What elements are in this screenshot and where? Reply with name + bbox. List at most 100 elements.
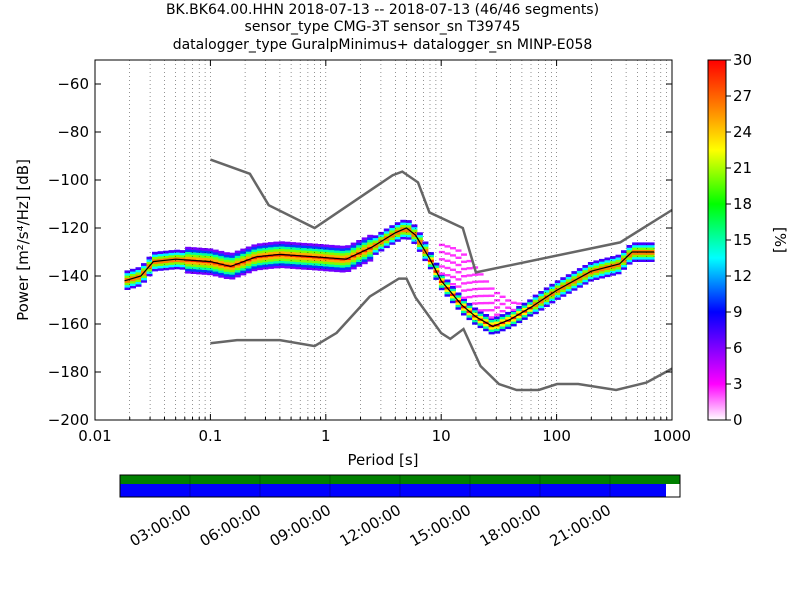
heatmap-cell (152, 263, 158, 267)
heatmap-cell (455, 306, 462, 310)
heatmap-cell (394, 236, 401, 240)
heatmap-cell (461, 275, 467, 278)
heatmap-cell (317, 258, 324, 262)
heatmap-cell (196, 257, 203, 260)
heatmap-cell (251, 261, 258, 264)
heatmap-cell (615, 259, 622, 263)
heatmap-cell (290, 251, 296, 255)
heatmap-cell (554, 285, 561, 288)
heatmap-cell (334, 262, 341, 265)
heatmap-cell (334, 266, 341, 270)
heatmap-cell (543, 292, 550, 295)
heatmap-cell (516, 310, 523, 314)
heatmap-cell (455, 263, 462, 267)
heatmap-cell (438, 250, 445, 254)
heatmap-cell (356, 242, 363, 246)
heatmap-cell (461, 303, 467, 306)
heatmap-cell (610, 270, 616, 274)
heatmap-cell (626, 247, 633, 251)
colorbar-tick-label: 27 (733, 87, 752, 105)
heatmap-cell (378, 236, 385, 240)
heatmap-cell (267, 256, 274, 260)
heatmap-cell (477, 322, 484, 326)
heatmap-cell (229, 271, 236, 275)
heatmap-cell (262, 252, 269, 256)
heatmap-cell (599, 266, 605, 269)
heatmap-cell (312, 253, 318, 256)
heatmap-cell (472, 309, 479, 313)
heatmap-cell (400, 229, 407, 233)
heatmap-cell (405, 222, 412, 226)
heatmap-cell (306, 264, 313, 268)
heatmap-cell (521, 317, 528, 320)
heatmap-cell (400, 231, 407, 235)
heatmap-cell (256, 250, 263, 254)
heatmap-cell (218, 255, 225, 259)
heatmap-cell (356, 254, 363, 258)
heatmap-cell (499, 302, 506, 306)
heatmap-cell (223, 261, 230, 265)
heatmap-cell (306, 267, 313, 270)
heatmap-cell (163, 250, 170, 254)
heatmap-cell (494, 318, 501, 322)
timeline-tick-label: 03:00:00 (127, 501, 194, 550)
heatmap-cell (356, 247, 363, 250)
heatmap-cell (483, 323, 490, 327)
heatmap-cell (576, 272, 583, 276)
heatmap-cell (571, 275, 578, 279)
heatmap-cell (576, 284, 583, 288)
heatmap-cell (576, 275, 583, 279)
heatmap-cell (494, 330, 501, 334)
heatmap-cell (163, 257, 170, 261)
heatmap-cell (334, 250, 341, 253)
heatmap-cell (157, 251, 164, 254)
heatmap-cell (461, 289, 467, 292)
heatmap-cell (295, 247, 302, 251)
heatmap-cell (466, 295, 473, 299)
heatmap-cell (604, 262, 611, 266)
heatmap-cell (141, 277, 147, 281)
heatmap-cell (383, 233, 390, 237)
heatmap-cell (455, 302, 462, 305)
heatmap-cell (477, 315, 484, 319)
heatmap-cell (267, 266, 274, 269)
heatmap-cell (416, 244, 423, 248)
heatmap-cell (223, 266, 230, 270)
heatmap-cell (466, 267, 473, 270)
heatmap-cell (350, 259, 357, 263)
colorbar-label: [%] (771, 227, 789, 253)
heatmap-cell (240, 251, 247, 254)
heatmap-cell (190, 254, 197, 258)
x-tick-label: 10 (432, 427, 451, 445)
heatmap-cell (472, 273, 479, 276)
heatmap-cell (411, 231, 418, 235)
heatmap-cell (124, 270, 131, 274)
heatmap-cell (543, 304, 550, 307)
heatmap-cell (477, 309, 484, 312)
heatmap-cell (240, 248, 247, 252)
heatmap-cell (378, 239, 385, 242)
heatmap-cell (632, 242, 639, 246)
heatmap-cell (251, 251, 258, 255)
chart-title-line-3: datalogger_type GuralpMinimus+ datalogge… (172, 37, 593, 53)
heatmap-cell (312, 248, 318, 252)
heatmap-cell (599, 258, 605, 262)
heatmap-cell (135, 274, 142, 278)
heatmap-cell (245, 260, 252, 264)
heatmap-cell (240, 265, 247, 269)
heatmap-cell (565, 288, 572, 292)
heatmap-cell (278, 248, 285, 252)
heatmap-cell (455, 271, 462, 274)
heatmap-cell (284, 244, 291, 247)
heatmap-cell (323, 266, 330, 269)
heatmap-cell (168, 250, 175, 253)
heatmap-cell (543, 287, 550, 291)
heatmap-cell (450, 268, 456, 271)
heatmap-cell (466, 259, 473, 263)
heatmap-cell (499, 295, 506, 298)
heatmap-cell (185, 251, 192, 255)
heatmap-cell (610, 260, 616, 264)
heatmap-cell (251, 266, 258, 269)
x-tick-label: 0.1 (198, 427, 222, 445)
heatmap-cell (196, 252, 203, 256)
